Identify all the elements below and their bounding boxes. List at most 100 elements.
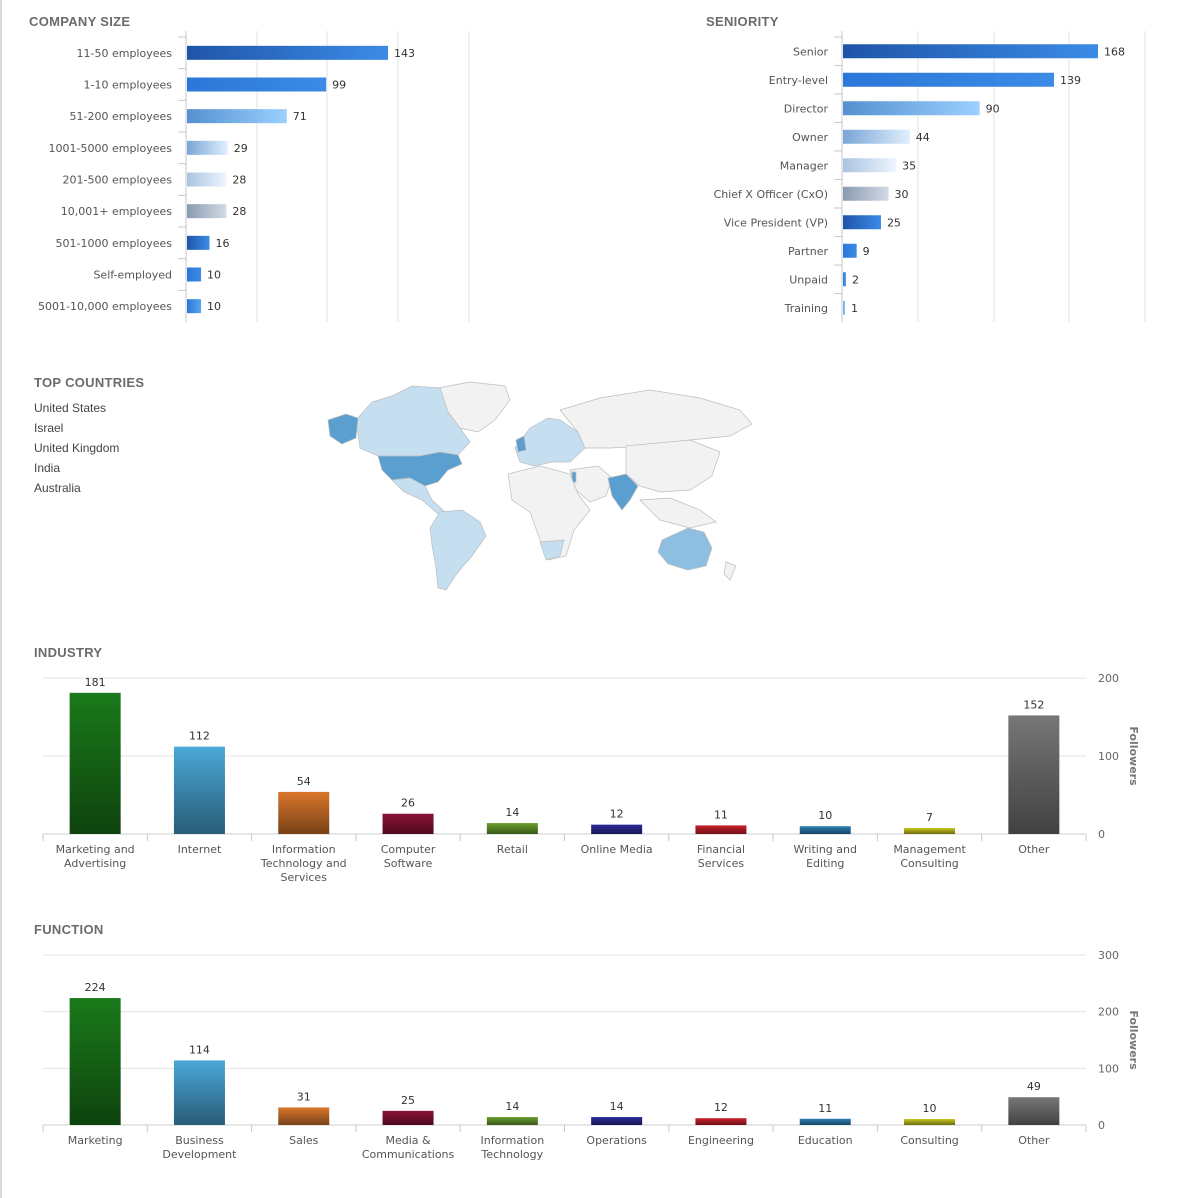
industry-value-management-consulting: 7 [926,811,933,824]
country-item-1[interactable]: United States [34,401,107,415]
industry-ytick-0: 0 [1098,828,1105,841]
function-value-operations: 14 [610,1100,624,1113]
country-item-3[interactable]: United Kingdom [34,441,120,455]
function-value-sales: 31 [297,1090,311,1103]
country-item-5[interactable]: Australia [34,481,81,495]
function-value-other: 49 [1027,1080,1041,1093]
function-label-operations: Operations [586,1134,647,1147]
seniority-bar-senior [843,44,1098,59]
seniority-label-vice-president-vp: Vice President (VP) [724,216,828,229]
company-size-label-10-001-employees: 10,001+ employees [61,205,172,218]
industry-value-writing-and-editing: 10 [818,809,832,822]
company-size-value-10-001-employees: 28 [232,205,246,218]
seniority-label-owner: Owner [792,131,828,144]
industry-value-marketing-and-advertising: 181 [85,676,106,689]
company-size-value-501-1000-employees: 16 [215,237,229,250]
seniority-bar-vice-president-vp [843,215,881,230]
seniority-bar-chief-x-officer-cxo [843,186,889,201]
industry-label-retail: Retail [497,843,528,856]
seniority-title: SENIORITY [706,14,779,29]
seniority-label-director: Director [784,102,829,115]
seniority-bar-director [843,101,980,116]
seniority-bar-owner [843,129,910,144]
company-size-bar-5001-10-000-employees [187,299,202,314]
function-label-media-communications: Media & Communications [362,1134,455,1161]
function-title: FUNCTION [34,922,104,937]
function-label-business-development: Business Development [162,1134,237,1161]
seniority-bar-training [843,300,845,315]
seniority-label-unpaid: Unpaid [789,273,828,286]
industry-value-internet: 112 [189,730,210,743]
company-size-bar-10-001-employees [187,204,227,219]
company-size-bar-501-1000-employees [187,235,210,250]
seniority-bar-manager [843,158,897,173]
industry-value-other: 152 [1023,698,1044,711]
function-value-business-development: 114 [189,1043,210,1056]
map-africa [507,465,591,561]
company-size-bar-1001-5000-employees [187,140,228,155]
function-bar-media-communications [382,1110,434,1125]
seniority-label-chief-x-officer-cxo: Chief X Officer (CxO) [714,188,828,201]
seniority-value-owner: 44 [916,131,930,144]
function-value-consulting: 10 [923,1102,937,1115]
function-bar-operations [591,1117,643,1125]
seniority-value-unpaid: 2 [852,273,859,286]
seniority-bar-entry-level [843,72,1054,87]
map-russia [559,389,753,449]
seniority-value-partner: 9 [863,245,870,258]
industry-title: INDUSTRY [34,645,103,660]
seniority-label-entry-level: Entry-level [769,74,828,87]
function-label-consulting: Consulting [900,1134,958,1147]
country-item-2[interactable]: Israel [34,421,64,435]
industry-value-information-technology-and-services: 54 [297,775,311,788]
company-size-value-1-10-employees: 99 [332,79,346,92]
function-ytick-200: 200 [1098,1006,1119,1019]
function-bar-education [799,1118,851,1125]
company-size-label-201-500-employees: 201-500 employees [63,174,173,187]
function-ytick-0: 0 [1098,1119,1105,1132]
function-value-engineering: 12 [714,1101,728,1114]
industry-value-online-media: 12 [610,808,624,821]
company-size-label-1001-5000-employees: 1001-5000 employees [49,142,173,155]
industry-ytick-100: 100 [1098,750,1119,763]
industry-ytick-200: 200 [1098,672,1119,685]
seniority-bar-partner [843,243,857,258]
map-alaska [327,413,359,445]
map-australia [657,527,713,571]
map-south-america [429,509,487,591]
function-bar-marketing [69,998,121,1125]
seniority-value-vice-president-vp: 25 [887,216,901,229]
map-usa [377,451,463,487]
map-se-asia [639,497,717,529]
company-size-value-11-50-employees: 143 [394,47,415,60]
country-item-4[interactable]: India [34,461,61,475]
industry-bar-retail [486,823,538,834]
industry-label-writing-and-editing: Writing and Editing [794,843,857,870]
top-countries-title: TOP COUNTRIES [34,375,145,390]
function-label-engineering: Engineering [688,1134,754,1147]
industry-bar-writing-and-editing [799,826,851,834]
company-size-value-5001-10-000-employees: 10 [207,300,221,313]
seniority-label-senior: Senior [793,45,829,58]
function-value-media-communications: 25 [401,1094,415,1107]
function-value-marketing: 224 [85,981,106,994]
seniority-value-manager: 35 [902,159,916,172]
seniority-bar-unpaid [843,272,847,287]
industry-bar-internet [173,746,225,834]
seniority-value-training: 1 [851,302,858,315]
function-bar-consulting [904,1119,956,1125]
map-south-africa [539,539,565,561]
seniority-value-director: 90 [986,102,1000,115]
seniority-label-training: Training [784,302,828,315]
map-new-zealand [723,561,737,581]
function-ytick-300: 300 [1098,949,1119,962]
function-bar-sales [278,1107,330,1125]
function-label-other: Other [1018,1134,1050,1147]
industry-bar-other [1008,715,1060,834]
function-bar-business-development [173,1060,225,1125]
industry-label-online-media: Online Media [581,843,653,856]
